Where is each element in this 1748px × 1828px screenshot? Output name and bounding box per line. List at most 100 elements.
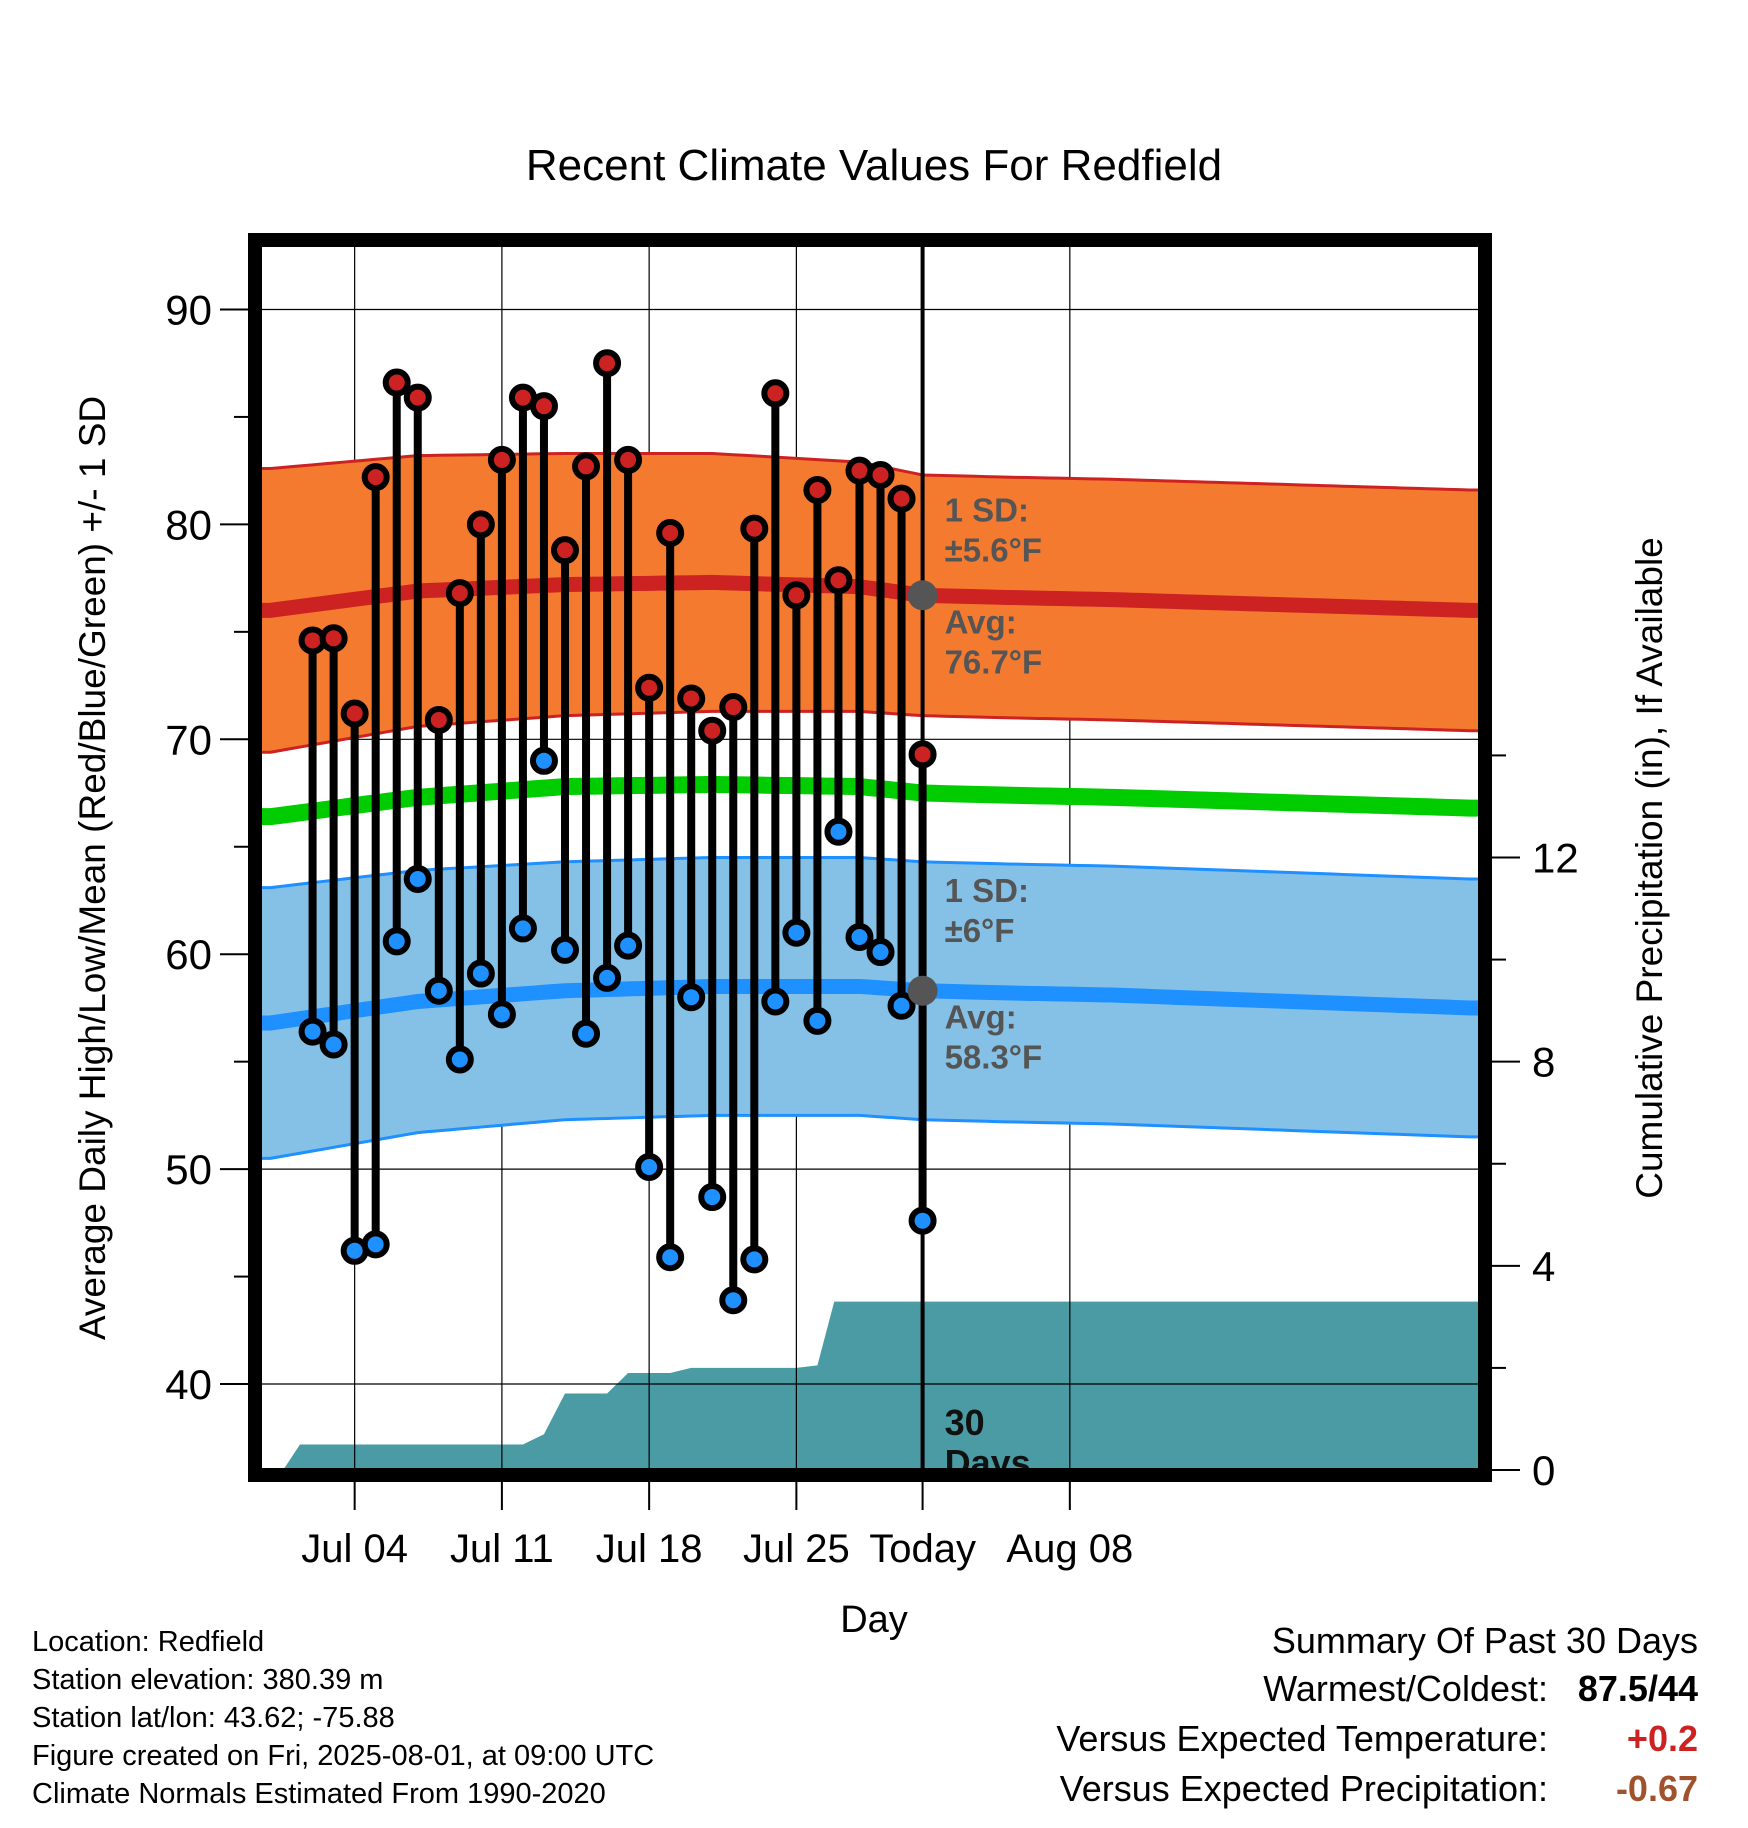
x-tick-label: Jul 18 — [596, 1527, 703, 1571]
low-point — [424, 976, 453, 1005]
window-label-30: 30 — [945, 1402, 985, 1443]
x-tick-label: Aug 08 — [1006, 1527, 1133, 1571]
y2-tick-label: 4 — [1532, 1243, 1555, 1290]
low-point — [887, 991, 916, 1020]
high-sd-value: ±5.6°F — [945, 531, 1042, 568]
high-point — [445, 579, 474, 608]
low-point — [845, 923, 874, 952]
high-point — [551, 536, 579, 565]
today-high-normal-marker — [907, 580, 938, 611]
low-point — [719, 1286, 748, 1315]
high-point — [593, 349, 622, 378]
plot-frame — [248, 233, 1492, 1482]
warm-cold-value: 87.5/44 — [1548, 1668, 1698, 1710]
low-point — [656, 1243, 685, 1272]
high-point — [403, 383, 432, 412]
high-point — [319, 624, 348, 653]
low-point — [403, 864, 432, 893]
y-tick-label: 70 — [165, 716, 212, 763]
precipitation-area — [260, 1301, 1480, 1470]
high-point — [572, 452, 601, 481]
high-point — [614, 445, 643, 474]
warm-cold-label: Warmest/Coldest: — [1263, 1668, 1548, 1709]
normal-mean-line — [260, 775, 1480, 826]
low-sd-label: 1 SD: — [945, 872, 1029, 909]
high-point — [677, 684, 706, 713]
high-point — [529, 392, 558, 421]
low-point — [382, 927, 411, 956]
low-avg-label: Avg: — [945, 999, 1017, 1036]
y2-tick-label: 12 — [1532, 835, 1579, 882]
info-elevation: Station elevation: 380.39 m — [32, 1664, 384, 1696]
x-tick-label: Jul 04 — [301, 1527, 408, 1571]
low-point — [508, 914, 537, 943]
precip-anomaly-value: -0.67 — [1615, 1768, 1698, 1809]
y2-tick-label: 0 — [1532, 1447, 1555, 1494]
y-tick-label: 90 — [165, 286, 212, 333]
high-point — [761, 379, 790, 408]
info-created: Figure created on Fri, 2025-08-01, at 09… — [32, 1740, 655, 1772]
low-point — [635, 1152, 664, 1181]
high-point — [698, 716, 727, 745]
summary-precip: Versus Expected Precipitation: -0.67 — [1060, 1768, 1698, 1810]
y-tick-label: 40 — [165, 1361, 212, 1408]
y2-tick-label: 8 — [1532, 1039, 1555, 1086]
low-point — [551, 935, 579, 964]
window-label-days: Days — [945, 1442, 1031, 1483]
high-sd-label: 1 SD: — [945, 491, 1029, 528]
info-latlon: Station lat/lon: 43.62; -75.88 — [32, 1702, 395, 1734]
high-avg-label: Avg: — [945, 603, 1017, 640]
x-tick-label: Jul 11 — [450, 1527, 554, 1571]
summary-title: Summary Of Past 30 Days — [1271, 1620, 1698, 1661]
low-point — [782, 918, 811, 947]
low-point — [319, 1030, 348, 1059]
low-sd-value: ±6°F — [945, 912, 1015, 949]
high-point — [487, 445, 516, 474]
high-point — [635, 673, 664, 702]
high-point — [740, 514, 769, 543]
high-point — [340, 699, 369, 728]
low-point — [445, 1045, 474, 1074]
low-point — [740, 1245, 769, 1274]
info-normals: Climate Normals Estimated From 1990-2020 — [32, 1778, 606, 1810]
summary-temp: Versus Expected Temperature: +0.2 — [1056, 1718, 1698, 1760]
low-point — [908, 1206, 937, 1235]
low-point — [466, 959, 495, 988]
high-point — [908, 740, 937, 769]
low-point — [572, 1019, 601, 1048]
x-tick-label: Jul 25 — [743, 1527, 850, 1571]
low-sd-band-lower-edge — [260, 1113, 1480, 1160]
high-point — [466, 510, 495, 539]
summary-warm-cold: Warmest/Coldest: 87.5/44 — [1263, 1668, 1698, 1710]
info-location: Location: Redfield — [32, 1626, 265, 1658]
high-point — [656, 518, 685, 547]
low-point — [866, 938, 895, 967]
high-point — [866, 460, 895, 489]
high-point — [782, 581, 811, 610]
high-point — [887, 484, 916, 513]
low-point — [361, 1230, 390, 1259]
high-point — [361, 463, 390, 492]
high-point — [719, 693, 748, 722]
low-avg-value: 58.3°F — [945, 1039, 1043, 1076]
y-tick-label: 60 — [165, 931, 212, 978]
y-axis-label: Average Daily High/Low/Mean (Red/Blue/Gr… — [72, 396, 113, 1340]
temp-anomaly-label: Versus Expected Temperature: — [1056, 1718, 1548, 1759]
low-point — [761, 987, 790, 1016]
low-point — [824, 817, 853, 846]
high-point — [824, 566, 853, 595]
low-point — [593, 963, 622, 992]
x-axis-label: Day — [840, 1599, 908, 1641]
y-tick-label: 80 — [165, 501, 212, 548]
high-avg-value: 76.7°F — [945, 643, 1043, 680]
high-point — [382, 368, 411, 397]
high-point — [424, 705, 453, 734]
coldest-value: /44 — [1647, 1668, 1698, 1709]
y-tick-label: 50 — [165, 1146, 212, 1193]
low-point — [487, 1000, 516, 1029]
x-tick-label: Today — [869, 1527, 976, 1571]
warmest-value: 87.5 — [1577, 1668, 1648, 1709]
